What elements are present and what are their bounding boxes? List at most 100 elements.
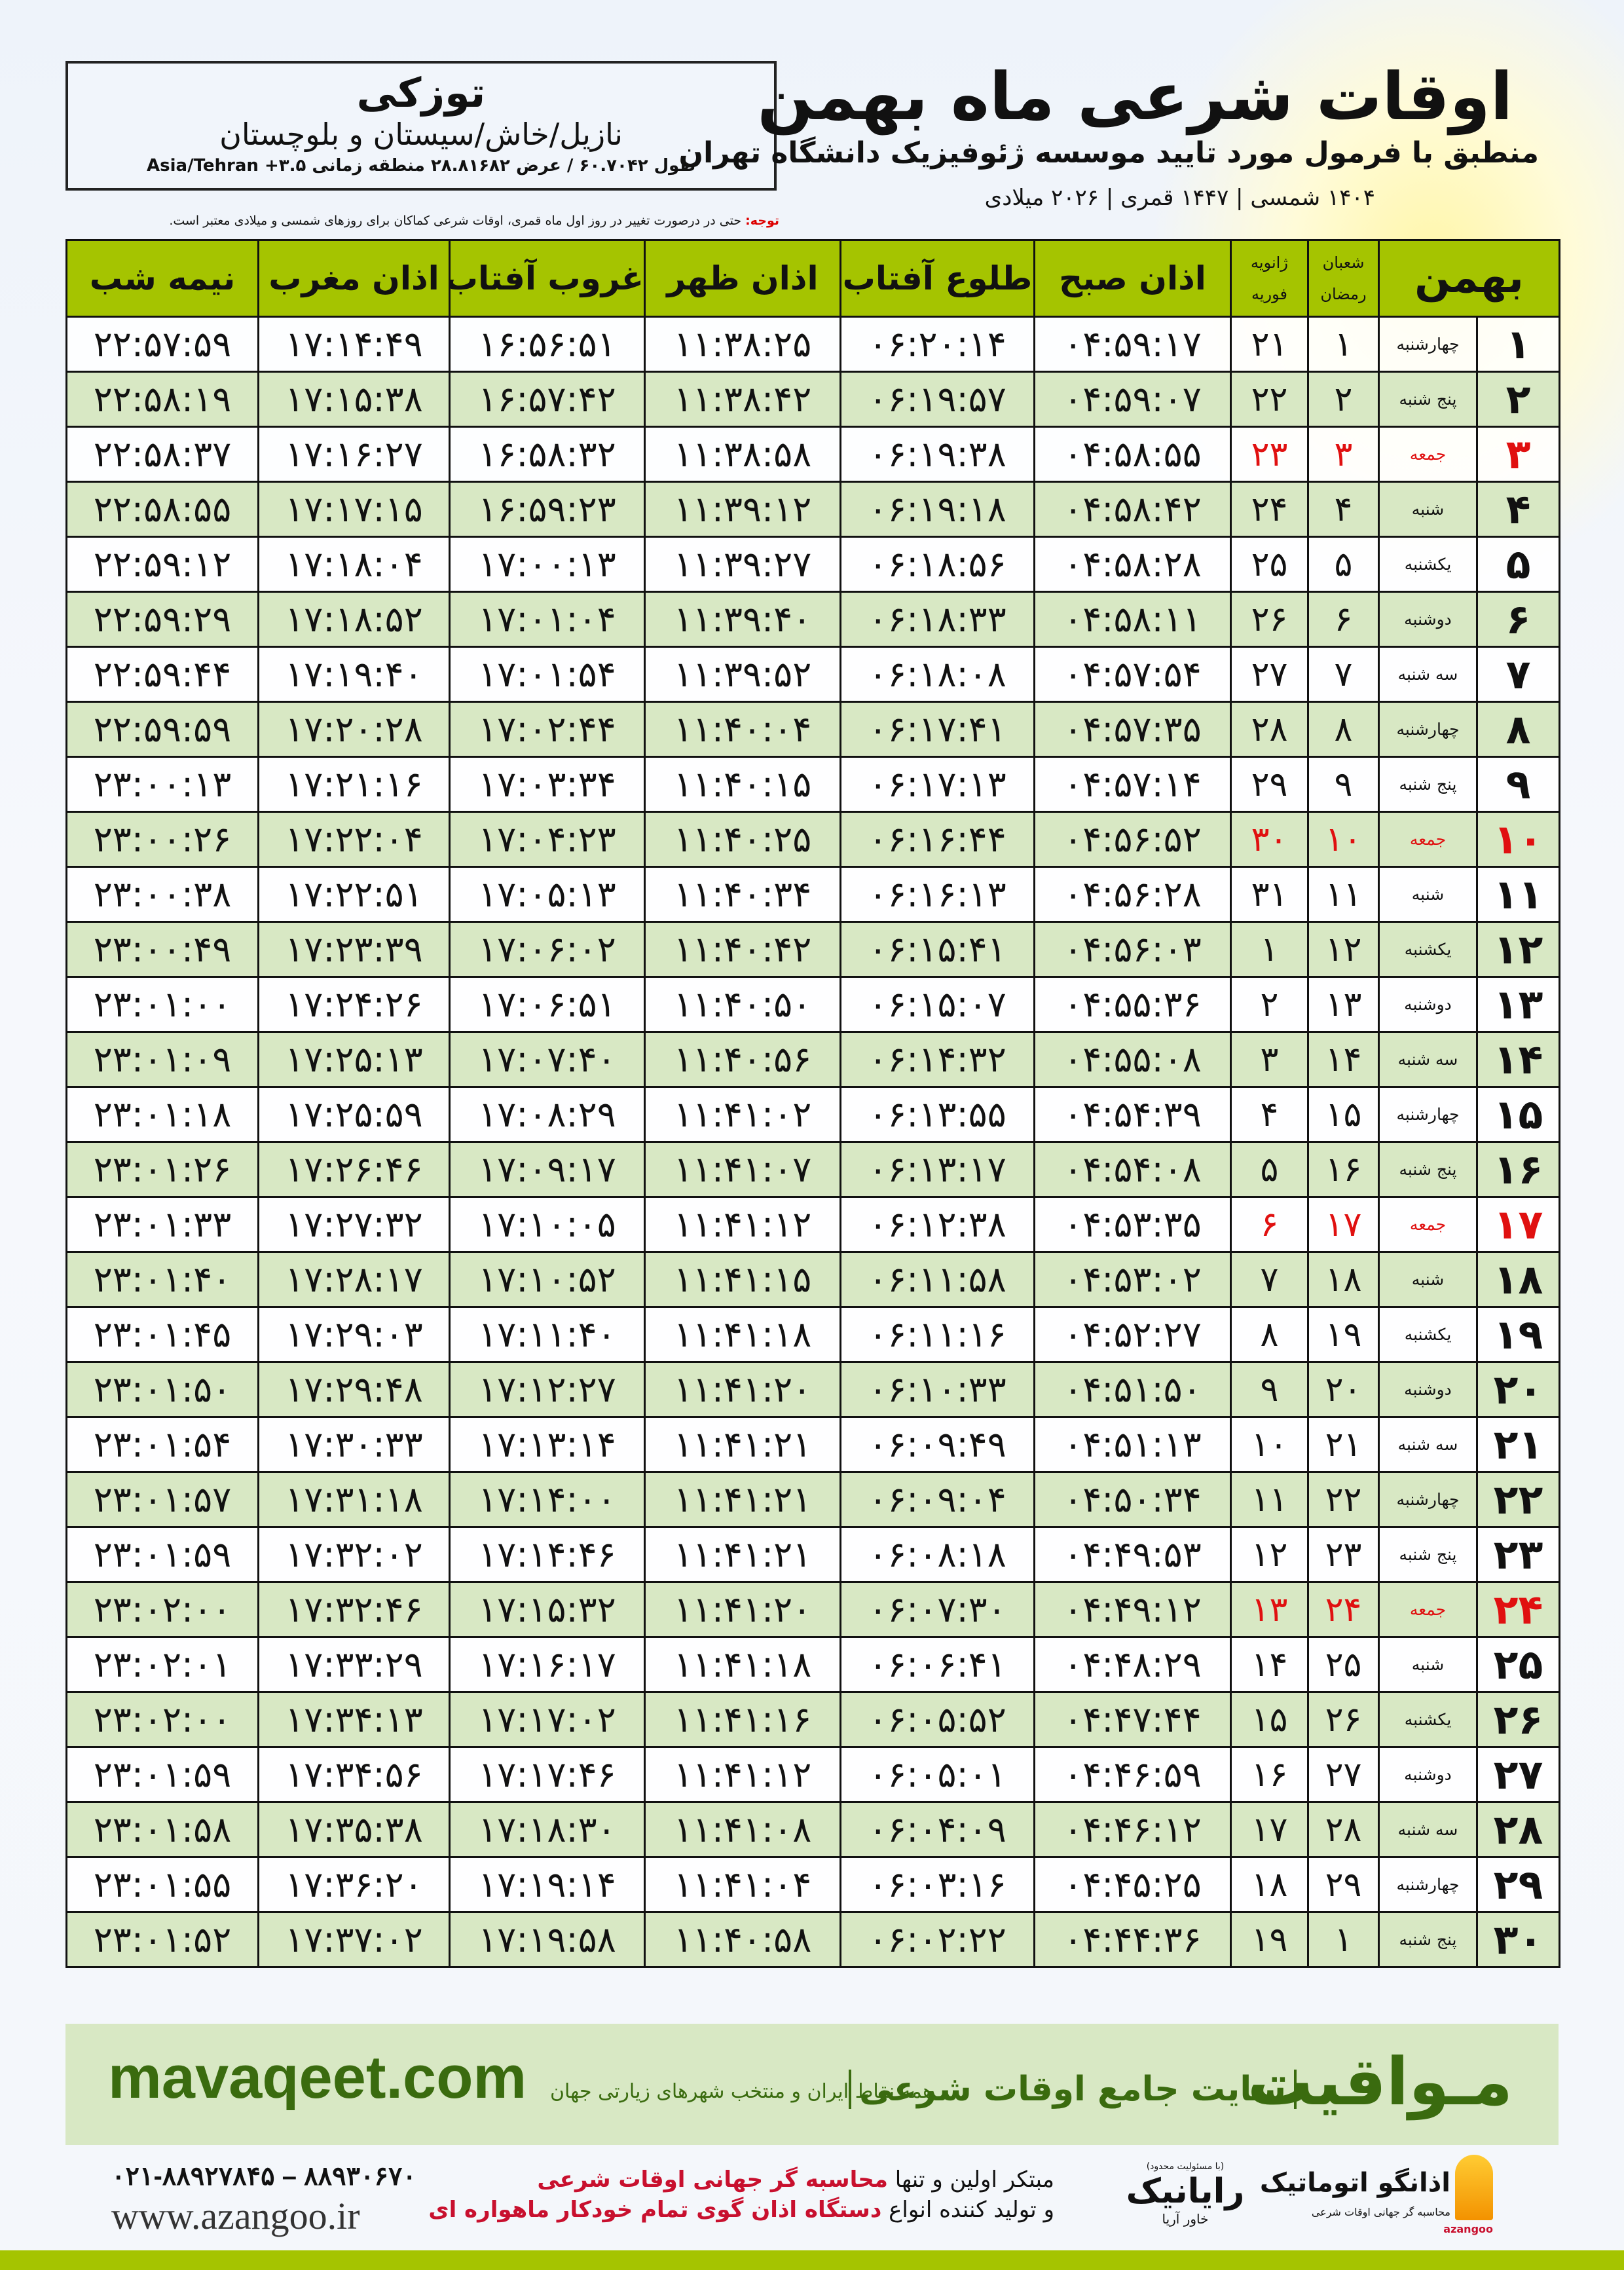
cell-day: ۷ bbox=[1476, 646, 1560, 703]
cell-hijri: ۲۸ bbox=[1307, 1801, 1380, 1858]
cell-day: ۹ bbox=[1476, 756, 1560, 813]
cell-hijri: ۱۱ bbox=[1307, 866, 1380, 923]
cell-maghrib: ۱۷:۲۷:۳۲ bbox=[257, 1196, 451, 1253]
cell-tolu: ۰۶:۰۹:۰۴ bbox=[840, 1471, 1035, 1528]
cell-gregorian: ۸ bbox=[1230, 1306, 1309, 1363]
cell-sobh: ۰۴:۵۷:۵۴ bbox=[1033, 646, 1232, 703]
cell-maghrib: ۱۷:۱۴:۴۹ bbox=[257, 316, 451, 373]
azangoo-name: اذانگو اتوماتیک bbox=[1259, 2168, 1450, 2198]
azangoo-logo: اذانگو اتوماتیک محاسبه گر جهانی اوقات شر… bbox=[1260, 2155, 1493, 2240]
minaret-icon bbox=[1455, 2155, 1493, 2220]
cell-day: ۱۸ bbox=[1476, 1251, 1560, 1308]
cell-gregorian: ۱۱ bbox=[1230, 1471, 1309, 1528]
cell-gregorian: ۱۴ bbox=[1230, 1636, 1309, 1693]
cell-hijri: ۱۹ bbox=[1307, 1306, 1380, 1363]
cell-weekday: جمعه bbox=[1378, 1581, 1478, 1638]
cell-maghrib: ۱۷:۳۰:۳۳ bbox=[257, 1416, 451, 1473]
cell-hijri: ۶ bbox=[1307, 591, 1380, 648]
cell-ghorub: ۱۷:۱۳:۱۴ bbox=[449, 1416, 646, 1473]
azangoo-url[interactable]: www.azangoo.ir bbox=[111, 2195, 360, 2237]
table-row: ۲۲:۵۹:۴۴ ۱۷:۱۹:۴۰ ۱۷:۰۱:۵۴ ۱۱:۳۹:۵۲ ۰۶:۱۸:۰۸… bbox=[65, 646, 1560, 703]
note-label: توجه: bbox=[745, 214, 779, 228]
header-month: بهمن bbox=[1378, 239, 1560, 318]
cell-tolu: ۰۶:۱۵:۴۱ bbox=[840, 921, 1035, 978]
cell-nime-shab: ۲۲:۵۹:۱۲ bbox=[65, 536, 259, 593]
cell-tolu: ۰۶:۱۳:۵۵ bbox=[840, 1086, 1035, 1143]
cell-day: ۱۱ bbox=[1476, 866, 1560, 923]
cell-weekday: دوشنبه bbox=[1378, 591, 1478, 648]
cell-sobh: ۰۴:۵۶:۰۳ bbox=[1033, 921, 1232, 978]
table-row: ۲۲:۵۸:۵۵ ۱۷:۱۷:۱۵ ۱۶:۵۹:۲۳ ۱۱:۳۹:۱۲ ۰۶:۱۹:۱۸… bbox=[65, 481, 1560, 538]
cell-zohr: ۱۱:۴۱:۱۵ bbox=[644, 1251, 841, 1308]
cell-nime-shab: ۲۲:۵۹:۲۹ bbox=[65, 591, 259, 648]
cell-nime-shab: ۲۳:۰۲:۰۰ bbox=[65, 1581, 259, 1638]
cell-tolu: ۰۶:۰۷:۳۰ bbox=[840, 1581, 1035, 1638]
cell-zohr: ۱۱:۴۱:۱۸ bbox=[644, 1636, 841, 1693]
cell-nime-shab: ۲۳:۰۱:۵۹ bbox=[65, 1526, 259, 1583]
cell-maghrib: ۱۷:۲۲:۵۱ bbox=[257, 866, 451, 923]
cell-sobh: ۰۴:۵۸:۵۵ bbox=[1033, 426, 1232, 483]
table-row: ۲۳:۰۱:۵۷ ۱۷:۳۱:۱۸ ۱۷:۱۴:۰۰ ۱۱:۴۱:۲۱ ۰۶:۰۹:۰۴… bbox=[65, 1471, 1560, 1528]
cell-weekday: چهارشنبه bbox=[1378, 316, 1478, 373]
cell-weekday: پنج شنبه bbox=[1378, 756, 1478, 813]
header-zohr: اذان ظهر bbox=[644, 239, 841, 318]
cell-day: ۲۸ bbox=[1476, 1801, 1560, 1858]
cell-nime-shab: ۲۲:۵۹:۵۹ bbox=[65, 701, 259, 758]
cell-maghrib: ۱۷:۳۴:۱۳ bbox=[257, 1691, 451, 1748]
cell-tolu: ۰۶:۱۸:۰۸ bbox=[840, 646, 1035, 703]
cell-weekday: سه شنبه bbox=[1378, 1031, 1478, 1088]
cell-maghrib: ۱۷:۲۲:۰۴ bbox=[257, 811, 451, 868]
cell-ghorub: ۱۶:۵۹:۲۳ bbox=[449, 481, 646, 538]
cell-sobh: ۰۴:۴۶:۵۹ bbox=[1033, 1746, 1232, 1803]
cell-day: ۲۹ bbox=[1476, 1856, 1560, 1913]
cell-tolu: ۰۶:۰۲:۲۲ bbox=[840, 1911, 1035, 1968]
cell-tolu: ۰۶:۲۰:۱۴ bbox=[840, 316, 1035, 373]
table-row: ۲۲:۵۸:۱۹ ۱۷:۱۵:۳۸ ۱۶:۵۷:۴۲ ۱۱:۳۸:۴۲ ۰۶:۱۹:۵۷… bbox=[65, 371, 1560, 428]
cell-ghorub: ۱۶:۵۷:۴۲ bbox=[449, 371, 646, 428]
cell-hijri: ۲۱ bbox=[1307, 1416, 1380, 1473]
cell-maghrib: ۱۷:۳۴:۵۶ bbox=[257, 1746, 451, 1803]
cell-gregorian: ۲۴ bbox=[1230, 481, 1309, 538]
cell-day: ۱۹ bbox=[1476, 1306, 1560, 1363]
cell-nime-shab: ۲۳:۰۱:۵۷ bbox=[65, 1471, 259, 1528]
cell-day: ۳۰ bbox=[1476, 1911, 1560, 1968]
cell-nime-shab: ۲۳:۰۰:۴۹ bbox=[65, 921, 259, 978]
cell-hijri: ۲ bbox=[1307, 371, 1380, 428]
cell-weekday: یکشنبه bbox=[1378, 536, 1478, 593]
mavaqeet-url[interactable]: mavaqeet.com bbox=[108, 2044, 527, 2111]
cell-day: ۲۲ bbox=[1476, 1471, 1560, 1528]
cell-sobh: ۰۴:۵۱:۱۳ bbox=[1033, 1416, 1232, 1473]
mavaqeet-logo: مـواقیت bbox=[1247, 2043, 1513, 2120]
cell-tolu: ۰۶:۱۶:۴۴ bbox=[840, 811, 1035, 868]
cell-day: ۱۳ bbox=[1476, 976, 1560, 1033]
cell-nime-shab: ۲۳:۰۱:۳۳ bbox=[65, 1196, 259, 1253]
phone-numbers: ۰۲۱-۸۸۹۲۷۸۴۵ – ۸۸۹۳۰۶۷۰ bbox=[111, 2162, 416, 2191]
cell-ghorub: ۱۷:۱۰:۰۵ bbox=[449, 1196, 646, 1253]
cell-zohr: ۱۱:۳۸:۲۵ bbox=[644, 316, 841, 373]
cell-maghrib: ۱۷:۳۲:۰۲ bbox=[257, 1526, 451, 1583]
cell-zohr: ۱۱:۴۱:۱۲ bbox=[644, 1196, 841, 1253]
cell-tolu: ۰۶:۰۳:۱۶ bbox=[840, 1856, 1035, 1913]
table-row: ۲۳:۰۰:۳۸ ۱۷:۲۲:۵۱ ۱۷:۰۵:۱۳ ۱۱:۴۰:۳۴ ۰۶:۱۶:۱۳… bbox=[65, 866, 1560, 923]
cell-maghrib: ۱۷:۳۱:۱۸ bbox=[257, 1471, 451, 1528]
cell-ghorub: ۱۷:۰۰:۱۳ bbox=[449, 536, 646, 593]
cell-day: ۱۷ bbox=[1476, 1196, 1560, 1253]
header-february: فوریه bbox=[1251, 285, 1287, 303]
cell-day: ۲۶ bbox=[1476, 1691, 1560, 1748]
table-row: ۲۳:۰۱:۰۰ ۱۷:۲۴:۲۶ ۱۷:۰۶:۵۱ ۱۱:۴۰:۵۰ ۰۶:۱۵:۰۷… bbox=[65, 976, 1560, 1033]
cell-day: ۱۵ bbox=[1476, 1086, 1560, 1143]
table-row: ۲۳:۰۱:۵۰ ۱۷:۲۹:۴۸ ۱۷:۱۲:۲۷ ۱۱:۴۱:۲۰ ۰۶:۱۰:۳۳… bbox=[65, 1361, 1560, 1418]
table-header-row: نیمه شب اذان مغرب غروب آفتاب اذان ظهر طل… bbox=[65, 239, 1560, 318]
mavaqeet-tagline-secondary: همه نقاط ایران و منتخب شهرهای زیارتی جها… bbox=[550, 2080, 933, 2103]
rayanik-logo: (با مسئولیت محدود) رایانیک خاور آریا bbox=[1113, 2161, 1257, 2233]
cell-weekday: شنبه bbox=[1378, 1636, 1478, 1693]
cell-zohr: ۱۱:۴۱:۱۸ bbox=[644, 1306, 841, 1363]
cell-tolu: ۰۶:۱۱:۱۶ bbox=[840, 1306, 1035, 1363]
cell-weekday: سه شنبه bbox=[1378, 1801, 1478, 1858]
cell-ghorub: ۱۷:۰۲:۴۴ bbox=[449, 701, 646, 758]
cell-hijri: ۱ bbox=[1307, 316, 1380, 373]
cell-nime-shab: ۲۳:۰۲:۰۱ bbox=[65, 1636, 259, 1693]
cell-maghrib: ۱۷:۲۹:۰۳ bbox=[257, 1306, 451, 1363]
cell-day: ۲۳ bbox=[1476, 1526, 1560, 1583]
cell-hijri: ۲۹ bbox=[1307, 1856, 1380, 1913]
